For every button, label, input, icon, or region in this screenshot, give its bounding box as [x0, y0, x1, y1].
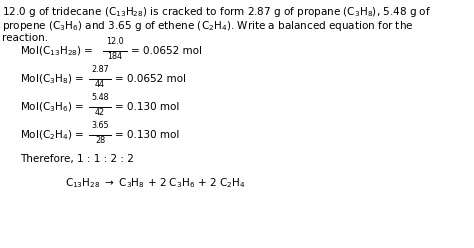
Text: = 0.130 mol: = 0.130 mol	[115, 130, 179, 140]
Text: 5.48: 5.48	[91, 93, 109, 102]
Text: = 0.0652 mol: = 0.0652 mol	[131, 46, 202, 56]
Text: = 0.0652 mol: = 0.0652 mol	[115, 74, 186, 84]
Text: 12.0 g of tridecane (C$_{13}$H$_{28}$) is cracked to form 2.87 g of propane (C$_: 12.0 g of tridecane (C$_{13}$H$_{28}$) i…	[2, 5, 431, 19]
Text: C$_{13}$H$_{28}$ $\rightarrow$ C$_{3}$H$_{8}$ + 2 C$_{3}$H$_{6}$ + 2 C$_{2}$H$_{: C$_{13}$H$_{28}$ $\rightarrow$ C$_{3}$H$…	[65, 176, 246, 190]
Text: Therefore, 1 : 1 : 2 : 2: Therefore, 1 : 1 : 2 : 2	[20, 154, 134, 164]
Text: Mol(C$_{13}$H$_{28}$) =: Mol(C$_{13}$H$_{28}$) =	[20, 44, 93, 58]
Text: 28: 28	[95, 136, 105, 145]
Text: 12.0: 12.0	[106, 37, 124, 46]
Text: 44: 44	[95, 80, 105, 89]
Text: propene (C$_{3}$H$_{6}$) and 3.65 g of ethene (C$_{2}$H$_{4}$). Write a balanced: propene (C$_{3}$H$_{6}$) and 3.65 g of e…	[2, 19, 413, 33]
Text: Mol(C$_{3}$H$_{6}$) =: Mol(C$_{3}$H$_{6}$) =	[20, 100, 84, 114]
Text: 2.87: 2.87	[91, 65, 109, 74]
Text: Mol(C$_{3}$H$_{8}$) =: Mol(C$_{3}$H$_{8}$) =	[20, 72, 84, 86]
Text: Mol(C$_{2}$H$_{4}$) =: Mol(C$_{2}$H$_{4}$) =	[20, 128, 84, 142]
Text: reaction.: reaction.	[2, 33, 48, 43]
Text: 42: 42	[95, 108, 105, 117]
Text: 3.65: 3.65	[91, 121, 109, 130]
Text: 184: 184	[108, 52, 122, 61]
Text: = 0.130 mol: = 0.130 mol	[115, 102, 179, 112]
